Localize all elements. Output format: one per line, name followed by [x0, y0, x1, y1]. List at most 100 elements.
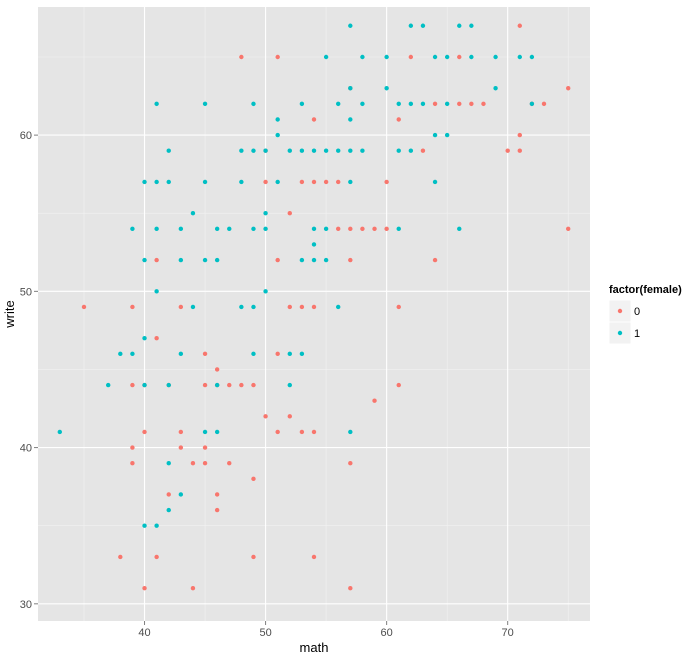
point-female-0 — [566, 226, 571, 232]
point-female-1 — [239, 304, 244, 310]
point-female-1 — [360, 54, 365, 60]
point-female-0 — [263, 414, 268, 419]
point-female-1 — [251, 304, 256, 310]
point-female-0 — [214, 367, 220, 372]
point-female-0 — [142, 585, 147, 591]
point-female-0 — [166, 492, 171, 497]
point-female-0 — [275, 429, 280, 435]
point-female-1 — [202, 257, 208, 263]
point-female-0 — [311, 179, 317, 185]
point-female-1 — [142, 336, 147, 341]
point-female-1 — [287, 148, 292, 153]
point-female-1 — [493, 86, 498, 91]
legend-label-1: 1 — [634, 328, 640, 340]
point-female-0 — [432, 257, 438, 263]
legend-title: factor(female) — [609, 284, 682, 296]
point-female-1 — [311, 226, 317, 232]
point-female-1 — [166, 507, 171, 513]
point-female-1 — [142, 257, 147, 263]
y-tick-label: 40 — [20, 443, 32, 455]
point-female-1 — [227, 226, 232, 232]
point-female-1 — [444, 54, 450, 60]
point-female-0 — [81, 304, 87, 310]
point-female-1 — [154, 179, 159, 185]
point-female-1 — [178, 492, 184, 497]
point-female-1 — [239, 148, 244, 153]
point-female-1 — [529, 101, 535, 107]
point-female-1 — [348, 117, 353, 122]
legend-label-0: 0 — [634, 306, 640, 318]
point-female-0 — [202, 382, 208, 388]
point-female-1 — [287, 382, 292, 388]
point-female-0 — [251, 476, 256, 482]
point-female-1 — [408, 23, 414, 28]
point-female-0 — [348, 461, 353, 466]
point-female-0 — [118, 554, 123, 560]
point-female-0 — [541, 101, 547, 107]
point-female-0 — [287, 211, 292, 216]
point-female-1 — [396, 101, 401, 107]
point-female-0 — [469, 101, 474, 107]
point-female-0 — [348, 226, 353, 232]
point-female-0 — [287, 304, 292, 310]
y-tick-label: 60 — [20, 130, 32, 142]
point-female-0 — [384, 179, 389, 185]
point-female-0 — [457, 101, 462, 107]
point-female-1 — [336, 101, 341, 107]
point-female-1 — [202, 179, 208, 185]
point-female-1 — [323, 257, 329, 263]
point-female-1 — [202, 429, 208, 435]
point-female-1 — [323, 226, 329, 232]
point-female-1 — [432, 132, 438, 138]
point-female-1 — [57, 429, 62, 435]
point-female-1 — [166, 382, 171, 388]
point-female-0 — [227, 382, 232, 388]
point-female-0 — [239, 54, 244, 60]
point-female-1 — [263, 211, 268, 216]
point-female-1 — [142, 179, 147, 185]
point-female-0 — [505, 148, 510, 153]
point-female-0 — [481, 101, 486, 107]
x-axis-title: math — [300, 640, 329, 655]
point-female-0 — [214, 507, 220, 513]
point-female-1 — [275, 117, 280, 122]
point-female-0 — [299, 304, 305, 310]
point-female-1 — [311, 257, 317, 263]
point-female-1 — [529, 54, 535, 60]
legend-point-1 — [617, 330, 623, 336]
point-female-1 — [154, 226, 159, 232]
point-female-0 — [372, 398, 377, 403]
point-female-1 — [348, 23, 353, 28]
point-female-1 — [493, 54, 498, 60]
point-female-1 — [142, 382, 147, 388]
major-gridlines — [38, 7, 590, 621]
point-female-1 — [323, 54, 329, 60]
point-female-0 — [311, 304, 317, 310]
point-female-1 — [178, 351, 184, 357]
point-female-1 — [263, 226, 268, 232]
legend-point-0 — [617, 308, 623, 314]
point-female-1 — [287, 351, 292, 357]
point-female-1 — [517, 54, 522, 60]
point-female-0 — [202, 351, 208, 357]
point-female-0 — [130, 445, 135, 450]
point-female-1 — [214, 429, 220, 435]
point-female-0 — [299, 179, 305, 185]
point-female-0 — [190, 585, 196, 591]
point-female-0 — [214, 492, 220, 497]
point-female-1 — [311, 148, 317, 153]
point-female-1 — [154, 101, 159, 107]
point-female-0 — [275, 351, 280, 357]
point-female-1 — [469, 23, 474, 28]
point-female-0 — [275, 257, 280, 263]
point-female-0 — [457, 54, 462, 60]
point-female-1 — [130, 226, 135, 232]
point-female-1 — [106, 382, 111, 388]
point-female-1 — [396, 148, 401, 153]
point-female-1 — [166, 179, 171, 185]
point-female-1 — [166, 461, 171, 466]
point-female-1 — [396, 226, 401, 232]
point-female-1 — [420, 23, 426, 28]
point-female-0 — [130, 304, 135, 310]
point-female-1 — [239, 179, 244, 185]
